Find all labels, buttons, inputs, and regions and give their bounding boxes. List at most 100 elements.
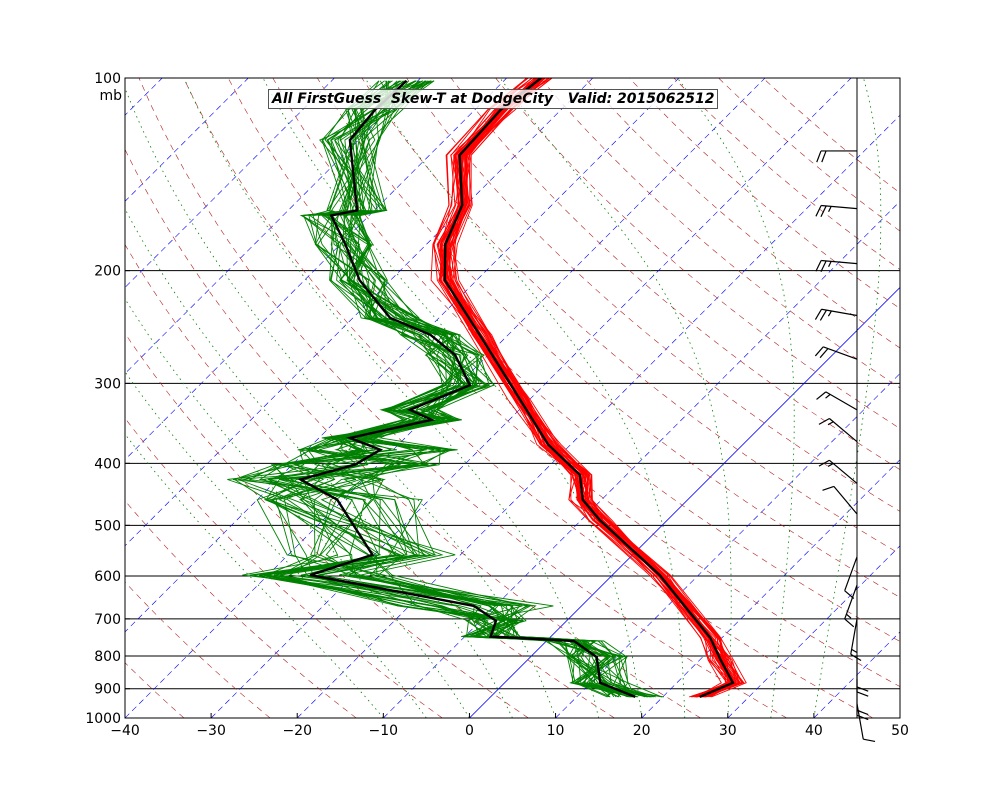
wind-barb [817, 151, 857, 162]
barb-staff [845, 585, 857, 619]
barb-staff [821, 205, 857, 208]
barb-staff [845, 557, 857, 591]
chart-title: All FirstGuess Skew-T at DodgeCity Valid… [268, 89, 718, 109]
moist-adiabat [121, 78, 556, 718]
dry-adiabat [540, 78, 1000, 718]
dry-adiabat [0, 78, 184, 718]
x-tick-label: 30 [719, 723, 737, 739]
wind-barb [815, 347, 857, 359]
barb-feather [816, 260, 821, 271]
y-tick-label: 600 [94, 569, 121, 585]
barb-staff [834, 486, 857, 514]
y-tick-label: 200 [94, 264, 121, 280]
barb-feather [851, 654, 861, 660]
y-tick-label: 300 [94, 376, 121, 392]
ensemble-dewpoint-line [273, 81, 609, 697]
isotherm-line [0, 78, 76, 718]
barb-staff [822, 309, 857, 315]
dry-adiabat [585, 78, 1000, 718]
y-tick-label: 700 [94, 612, 121, 628]
ensemble-dewpoint-line [250, 81, 631, 697]
barb-feather [829, 261, 832, 266]
barb-feather [829, 206, 832, 211]
x-tick-label: 40 [805, 723, 823, 739]
zero-isotherm [469, 78, 1000, 718]
barb-staff [821, 260, 857, 263]
y-tick-label: 800 [94, 649, 121, 665]
y-axis-label: mb [99, 88, 122, 104]
barb-feather [826, 394, 831, 398]
barb-feather [816, 205, 821, 216]
dry-adiabat [228, 78, 959, 718]
barb-feather [817, 151, 821, 162]
dry-adiabat [763, 78, 1000, 718]
barb-feather [828, 464, 833, 467]
y-tick-label: 100 [94, 71, 121, 87]
x-tick-label: −20 [282, 723, 312, 739]
barb-feather [857, 692, 868, 696]
barb-staff [823, 347, 857, 359]
dry-adiabat [0, 78, 356, 718]
wind-barb [857, 704, 875, 742]
moist-adiabat [27, 78, 470, 718]
ensemble-dewpoint-line [250, 81, 633, 697]
profiles [227, 78, 746, 697]
wind-barb [845, 585, 857, 627]
barb-feather [828, 311, 831, 316]
barb-staff [851, 619, 857, 654]
barb-staff [857, 704, 863, 739]
wind-barb [815, 309, 857, 320]
barb-feather [821, 206, 826, 217]
barb-feather [846, 614, 851, 618]
moist-adiabat [0, 78, 383, 718]
ensemble-dewpoint-line [272, 81, 610, 697]
isotherm-line [900, 78, 1000, 718]
wind-barb [845, 557, 857, 599]
dry-adiabat [629, 78, 1000, 718]
isotherm-line [556, 78, 1000, 718]
y-tick-label: 400 [94, 456, 121, 472]
x-tick-label: −10 [369, 723, 399, 739]
isotherm-line [0, 78, 162, 718]
dry-adiabat [273, 78, 1000, 718]
barb-feather [815, 309, 821, 319]
barb-feather [852, 649, 857, 652]
barb-feather [817, 392, 826, 400]
x-tick-label: 0 [465, 723, 474, 739]
barb-feather [821, 261, 826, 272]
barb-feather [819, 419, 829, 425]
dry-adiabat [719, 78, 1000, 718]
wind-barb [817, 392, 857, 410]
barb-feather [820, 310, 826, 320]
x-tick-label: 10 [547, 723, 565, 739]
x-tick-label: 20 [633, 723, 651, 739]
barb-feather [823, 486, 834, 490]
isotherm-line [0, 78, 248, 718]
isotherm-line [0, 78, 421, 718]
x-tick-label: 50 [891, 723, 909, 739]
isotherm-line [297, 78, 937, 718]
barb-feather [822, 151, 826, 162]
moist-adiabat [184, 78, 599, 718]
barb-staff [829, 419, 857, 442]
y-tick-label: 900 [94, 682, 121, 698]
barb-feather [863, 739, 875, 741]
wind-barb [857, 656, 868, 696]
isotherm-line [814, 78, 1000, 718]
x-tick-label: −30 [196, 723, 226, 739]
dry-adiabat [451, 78, 1000, 718]
barb-feather [828, 422, 833, 425]
y-tick-label: 500 [94, 518, 121, 534]
barb-feather [845, 619, 854, 627]
isotherm-line [728, 78, 1000, 718]
y-tick-label: 1000 [85, 711, 121, 727]
barb-staff [826, 392, 857, 410]
dry-adiabat [0, 78, 98, 718]
wind-barbs [815, 151, 875, 742]
isotherm-line [0, 78, 334, 718]
wind-barb [816, 260, 857, 271]
dry-adiabat [496, 78, 1000, 718]
